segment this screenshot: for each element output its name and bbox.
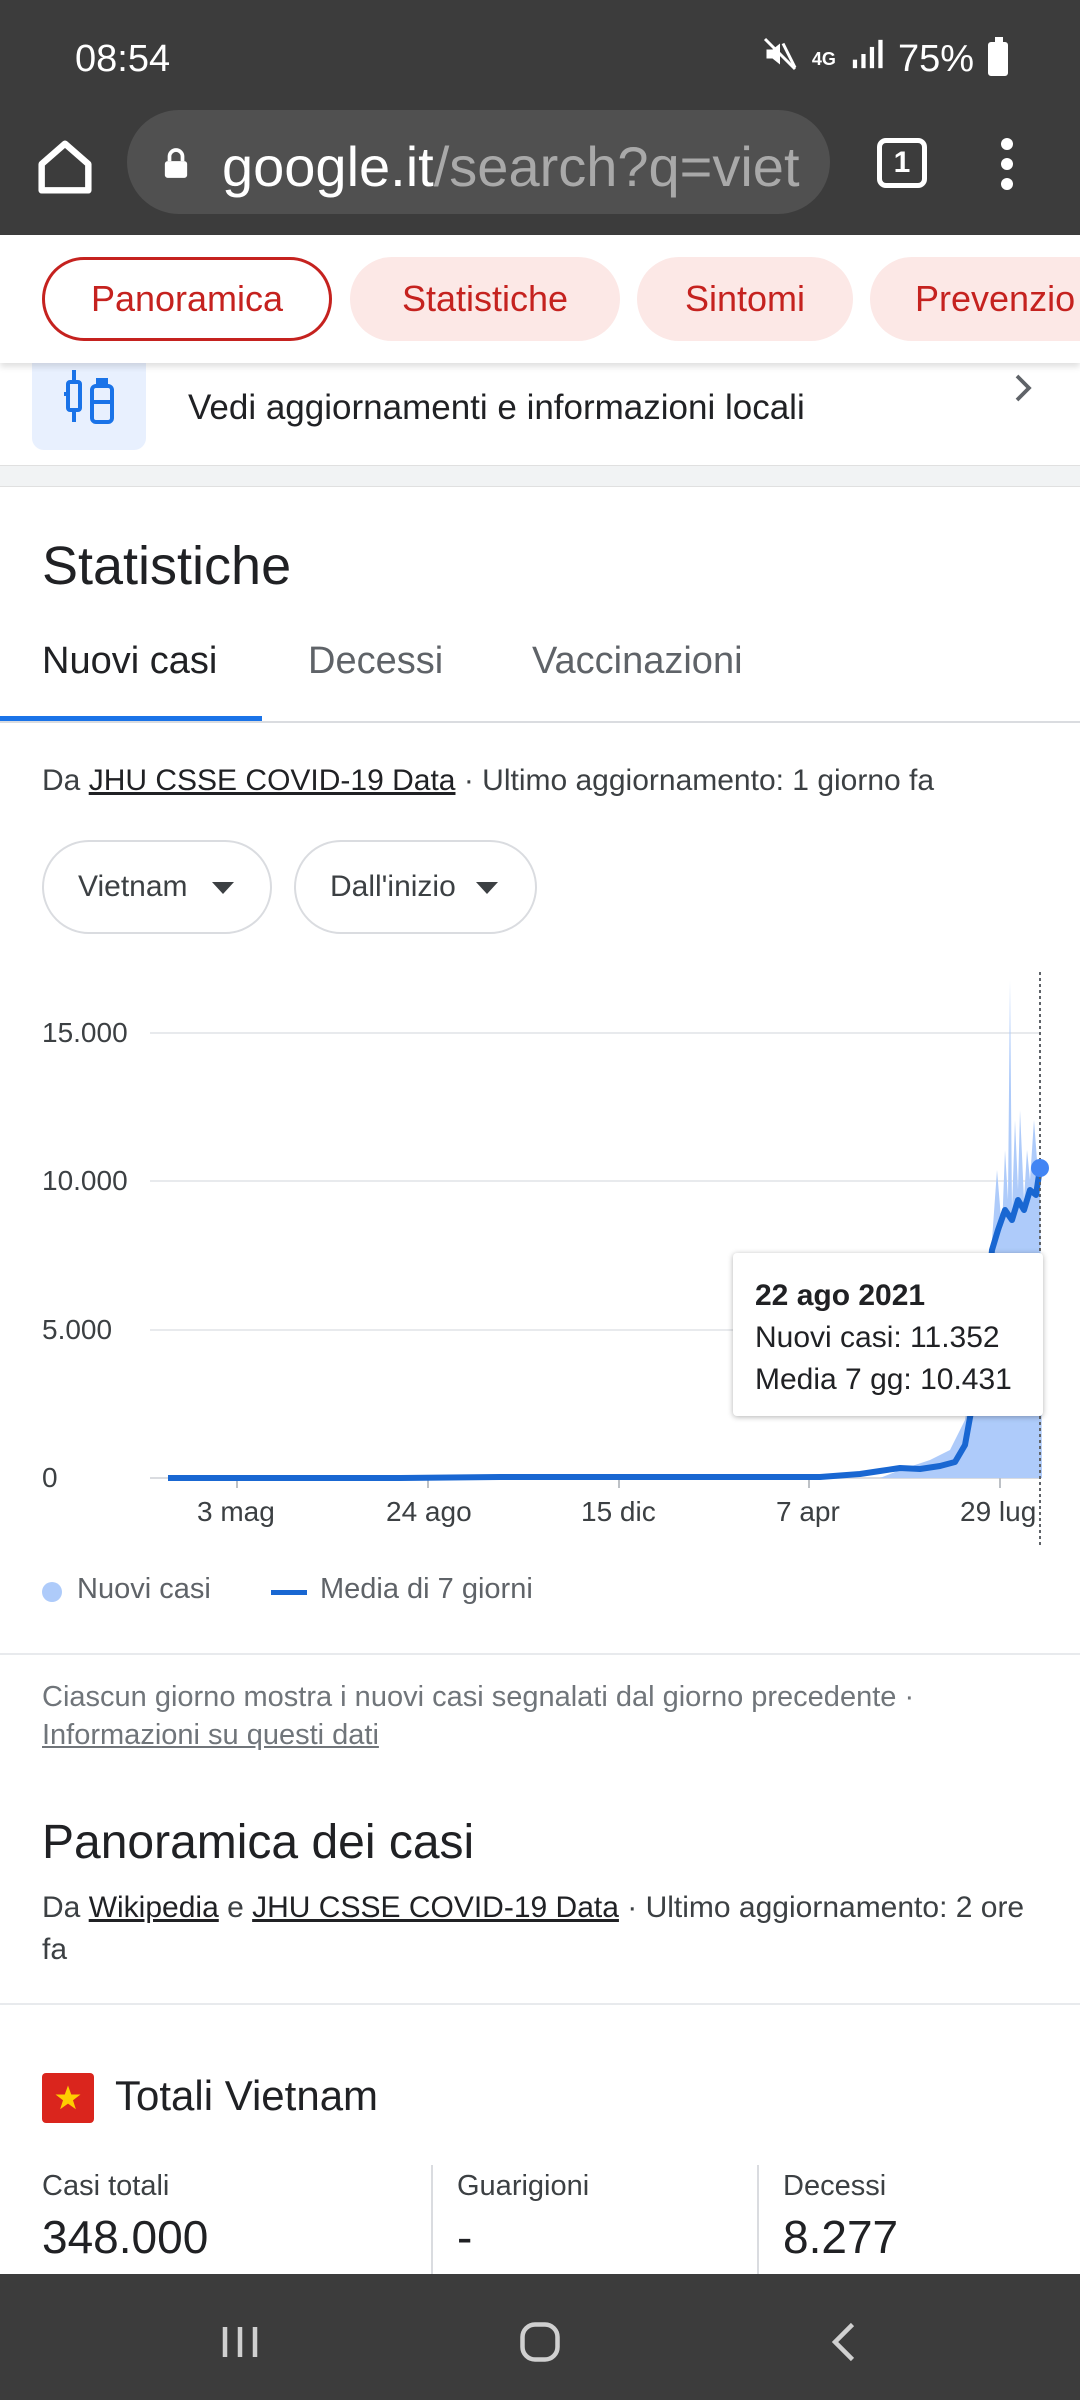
- totals-title: Totali Vietnam: [115, 2072, 379, 2119]
- recent-apps-icon: [222, 2327, 258, 2357]
- total-cases-label: Casi totali: [42, 2170, 170, 2202]
- home-nav-button[interactable]: [510, 2312, 570, 2372]
- chip-sintomi[interactable]: Sintomi: [637, 257, 853, 341]
- section-separator: [0, 465, 1080, 487]
- section-title-statistiche: Statistiche: [42, 536, 292, 596]
- tooltip-average: Media 7 gg: 10.431: [755, 1363, 1012, 1396]
- jhu-link[interactable]: JHU CSSE COVID-19 Data: [252, 1891, 619, 1924]
- overview-and: e: [227, 1891, 244, 1924]
- caret-down-icon: [476, 882, 498, 894]
- hover-point: [1031, 1159, 1049, 1177]
- chip-statistiche[interactable]: Statistiche: [350, 257, 620, 341]
- home-button[interactable]: [30, 132, 100, 202]
- tab-divider: [0, 721, 1080, 723]
- seven-day-average-line: [168, 1167, 1043, 1481]
- url-path: /search?q=vietr: [433, 135, 802, 198]
- home-circle-icon: [520, 2322, 560, 2362]
- caret-down-icon: [212, 882, 234, 894]
- chip-prevenzione[interactable]: Prevenzio: [870, 257, 1080, 341]
- active-tab-indicator: [0, 716, 262, 721]
- back-button[interactable]: [815, 2312, 875, 2372]
- wikipedia-link[interactable]: Wikipedia: [88, 1891, 219, 1924]
- battery-percent: 75%: [897, 37, 974, 80]
- section-title-overview: Panoramica dei casi: [42, 1816, 475, 1869]
- recoveries-label: Guarigioni: [457, 2170, 590, 2202]
- local-info-text: Vedi aggiornamenti e informazioni locali: [188, 388, 805, 427]
- tab-decessi[interactable]: Decessi: [308, 640, 444, 682]
- tooltip-date: 22 ago 2021: [755, 1279, 926, 1312]
- clock: 08:54: [75, 38, 171, 80]
- country-dropdown[interactable]: Vietnam: [42, 840, 272, 934]
- deaths-label: Decessi: [783, 2170, 887, 2202]
- x-tick-7-apr: 7 apr: [776, 1496, 840, 1527]
- overview-source-prefix: Da: [42, 1891, 81, 1924]
- overview-source-suffix: · Ultimo aggiornamento: 2 ore fa: [42, 1891, 1025, 1966]
- tab-vaccinazioni[interactable]: Vaccinazioni: [532, 640, 743, 682]
- y-tick-0: 0: [42, 1462, 58, 1493]
- system-navigation-bar: [0, 2274, 1080, 2400]
- tab-nuovi-casi[interactable]: Nuovi casi: [42, 640, 218, 682]
- signal-icon: [850, 37, 884, 81]
- status-bar: 08:54 4G 75%: [0, 0, 1080, 110]
- x-tick-24-ago: 24 ago: [386, 1496, 472, 1527]
- overview-source: Da Wikipedia e JHU CSSE COVID-19 Data · …: [42, 1887, 1042, 1971]
- tab-switcher-button[interactable]: 1: [877, 138, 927, 188]
- footnote-info-link[interactable]: Informazioni su questi dati: [42, 1719, 379, 1751]
- country-dropdown-value: Vietnam: [78, 870, 188, 903]
- back-icon: [831, 2322, 855, 2362]
- stat-divider: [431, 2165, 433, 2275]
- legend-line-average: [271, 1590, 307, 1595]
- y-tick-5000: 5.000: [42, 1314, 113, 1345]
- total-cases-value: 348.000: [42, 2211, 209, 2263]
- url-host: google.it: [222, 135, 434, 198]
- stat-divider: [757, 2165, 759, 2275]
- recoveries-value: -: [457, 2211, 473, 2263]
- divider: [0, 1653, 1080, 1655]
- chart-footnote: Ciascun giorno mostra i nuovi casi segna…: [42, 1678, 1042, 1754]
- chevron-right-icon: [1015, 374, 1032, 402]
- mute-icon: [762, 36, 798, 82]
- topic-chip-bar: Panoramica Statistiche Sintomi Prevenzio: [0, 235, 1080, 363]
- overflow-menu-button[interactable]: [990, 138, 1024, 198]
- network-4g-icon: 4G: [811, 49, 836, 69]
- source-prefix: Da: [42, 764, 81, 797]
- source-link-jhu[interactable]: JHU CSSE COVID-19 Data: [88, 764, 456, 797]
- battery-icon: [988, 37, 1008, 76]
- status-icons: 4G 75%: [762, 36, 1008, 82]
- stats-source: Da JHU CSSE COVID-19 Data · Ultimo aggio…: [42, 764, 934, 798]
- tooltip-new-cases: Nuovi casi: 11.352: [755, 1321, 1000, 1354]
- divider: [0, 2003, 1080, 2005]
- range-dropdown[interactable]: Dall'inizio: [294, 840, 537, 934]
- footnote-text: Ciascun giorno mostra i nuovi casi segna…: [42, 1681, 915, 1713]
- legend-seven-day-average: Media di 7 giorni: [320, 1573, 533, 1605]
- address-bar[interactable]: google.it/search?q=vietr: [127, 110, 830, 214]
- url-text: google.it/search?q=vietr: [222, 134, 802, 199]
- x-tick-15-dic: 15 dic: [581, 1496, 656, 1527]
- deaths-value: 8.277: [783, 2211, 899, 2263]
- lock-icon: [164, 148, 188, 178]
- y-tick-10000: 10.000: [42, 1165, 128, 1196]
- vietnam-flag-icon: [42, 2073, 94, 2123]
- vaccine-icon: [32, 350, 146, 450]
- recent-apps-button[interactable]: [210, 2312, 270, 2372]
- browser-toolbar: google.it/search?q=vietr 1: [0, 110, 1080, 235]
- x-tick-3-mag: 3 mag: [197, 1496, 275, 1527]
- range-dropdown-value: Dall'inizio: [330, 870, 456, 903]
- chip-panoramica[interactable]: Panoramica: [42, 257, 332, 341]
- x-tick-29-lug: 29 lug: [960, 1496, 1037, 1527]
- y-tick-15000: 15.000: [42, 1017, 128, 1048]
- home-icon: [38, 140, 92, 194]
- legend-new-cases: Nuovi casi: [77, 1573, 211, 1605]
- legend-dot-new-cases: [42, 1582, 62, 1602]
- source-suffix: · Ultimo aggiornamento: 1 giorno fa: [463, 764, 935, 797]
- chart-tooltip: 22 ago 2021 Nuovi casi: 11.352 Media 7 g…: [733, 1253, 1043, 1416]
